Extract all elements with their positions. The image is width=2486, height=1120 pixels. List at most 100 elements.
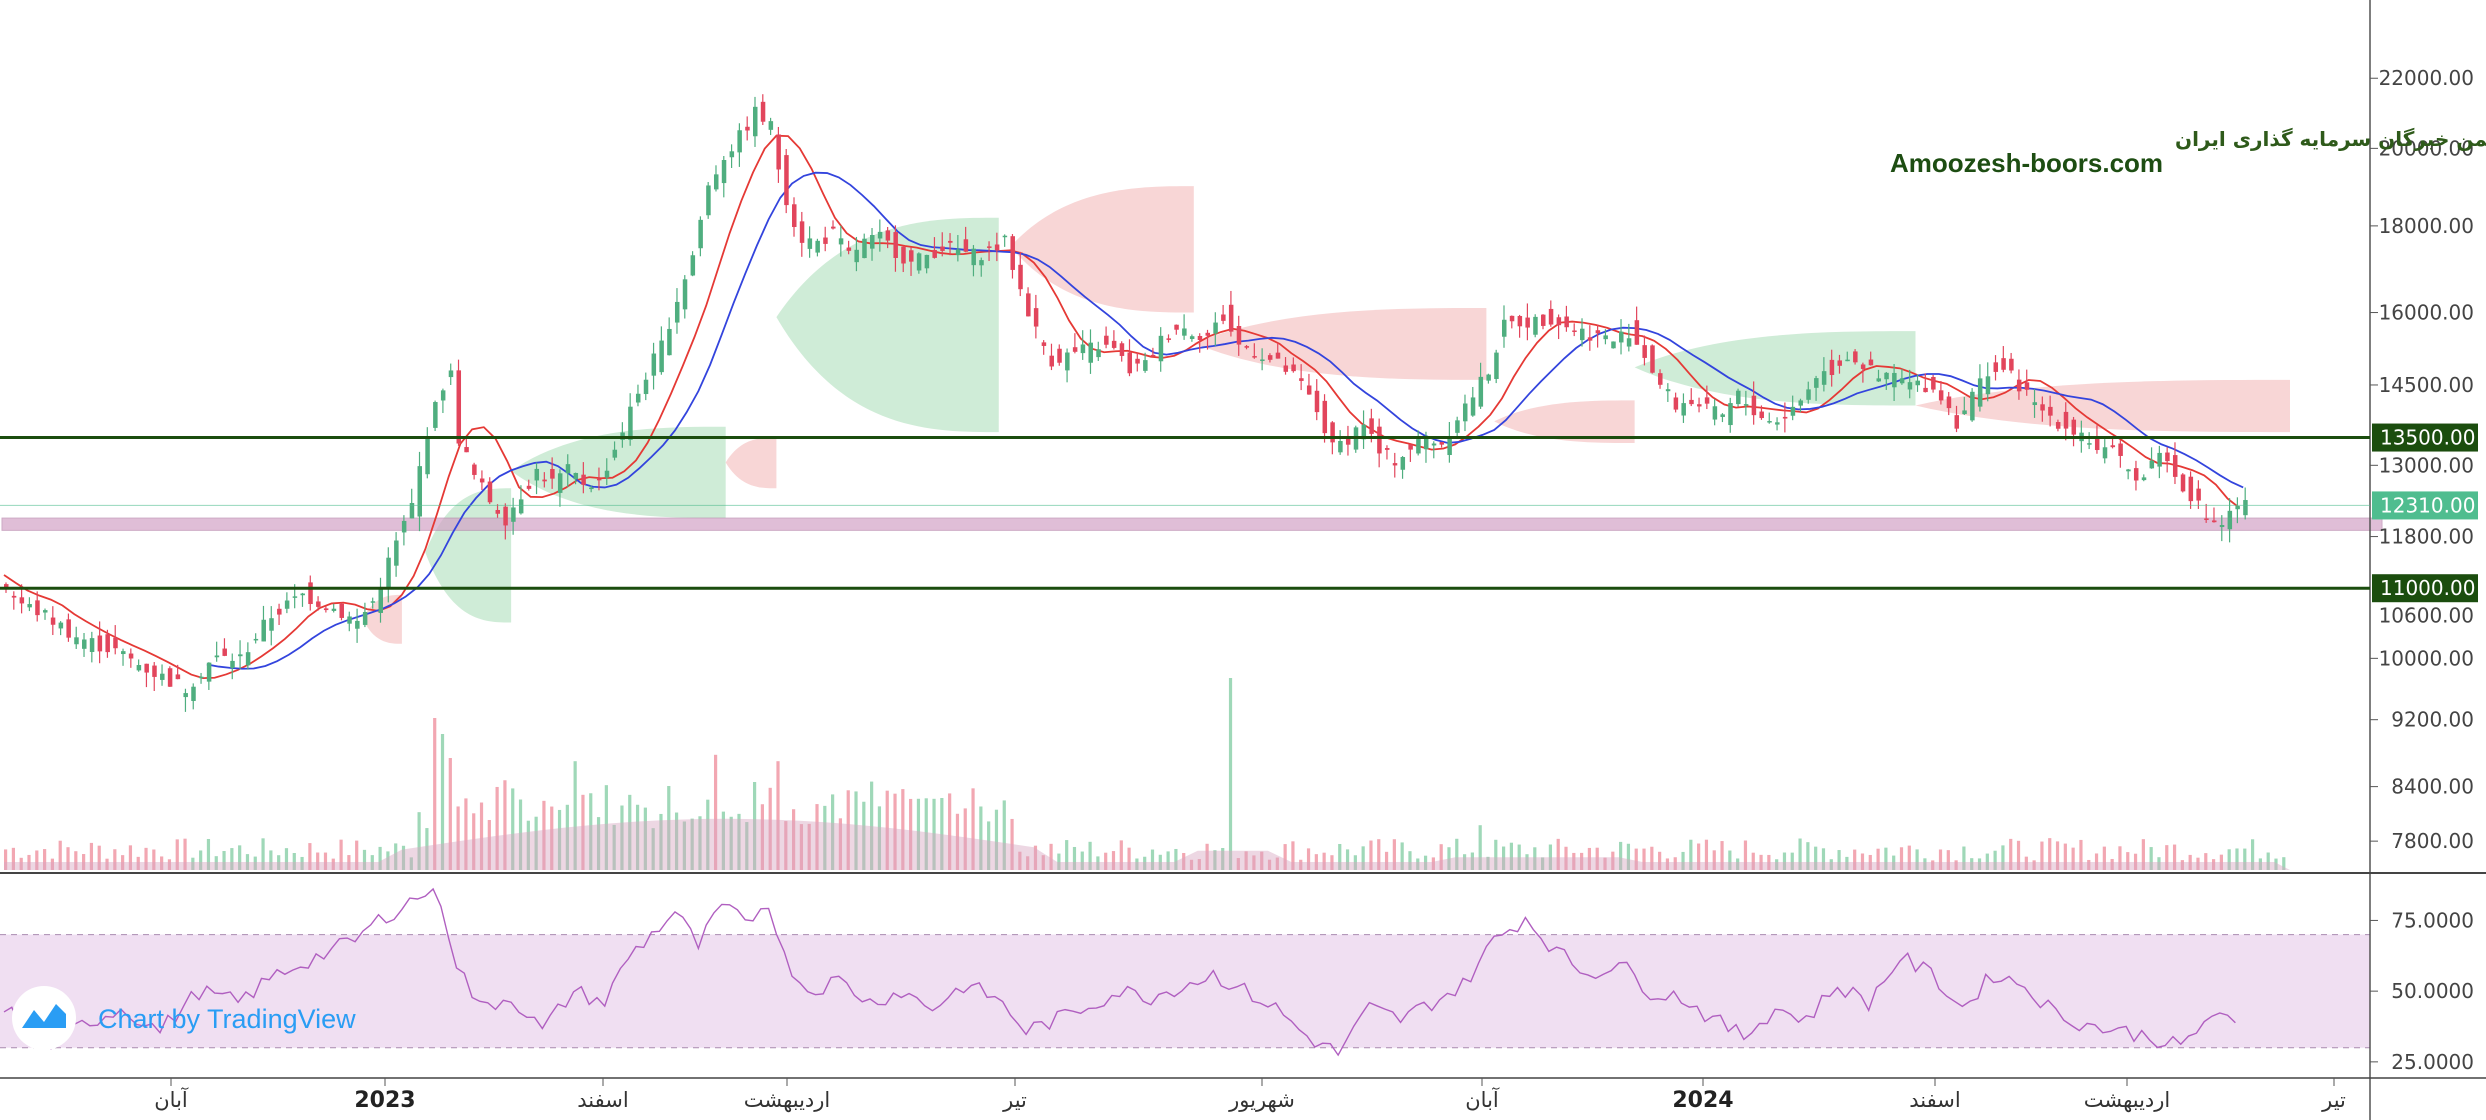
volume-bar: [2079, 839, 2083, 870]
volume-bar: [89, 842, 94, 870]
candle-body: [1361, 424, 1367, 440]
candle-body: [2243, 500, 2248, 516]
candle-body: [1369, 418, 1374, 434]
volume-bar: [948, 793, 952, 870]
candle-body: [19, 597, 25, 604]
candle-body: [534, 468, 540, 481]
candle-body: [1283, 365, 1289, 372]
volume-bar: [1447, 847, 1451, 870]
candle-body: [635, 393, 641, 403]
candle-body: [838, 238, 844, 245]
rsi-band: [0, 934, 2370, 1048]
volume-bar: [1829, 859, 1833, 870]
volume-bar: [1221, 848, 1225, 870]
candle-body: [1759, 411, 1764, 419]
tradingview-logo[interactable]: Chart by TradingView: [12, 986, 356, 1050]
volume-bar: [2180, 860, 2184, 870]
candle-body: [1494, 352, 1499, 379]
volume-bar: [565, 804, 569, 870]
volume-bar: [1673, 857, 1677, 870]
candle-body: [1954, 415, 1960, 429]
candle-body: [1501, 319, 1507, 337]
volume-bar: [339, 839, 343, 870]
candle-body: [1408, 444, 1413, 450]
level-label: 13500.00: [2380, 426, 2475, 450]
volume-bar: [1619, 841, 1623, 870]
candle-body: [628, 406, 633, 440]
volume-bar: [846, 790, 850, 870]
candle-body: [1416, 439, 1421, 454]
volume-bar: [901, 789, 905, 870]
volume-bar: [284, 848, 289, 870]
volume-bar: [35, 850, 39, 870]
volume-bar: [1580, 852, 1584, 870]
volume-bar: [1080, 851, 1084, 870]
volume-bar: [1470, 852, 1474, 870]
volume-bar: [1353, 855, 1357, 870]
candle-body: [136, 665, 142, 671]
candle-body: [362, 611, 368, 625]
watermark-persian: انجمن خبرگان سرمایه گذاری ایران: [2175, 127, 2486, 151]
candle-body: [651, 353, 657, 376]
candle-body: [277, 608, 282, 615]
volume-bar: [1587, 847, 1592, 870]
volume-bar: [1892, 855, 1896, 870]
volume-bar: [1650, 846, 1654, 870]
volume-bar: [386, 851, 390, 870]
price-tick-label: 8400.00: [2391, 775, 2474, 799]
candle-body: [1314, 390, 1320, 413]
candle-body: [682, 279, 688, 310]
tradingview-branding[interactable]: Chart by TradingView: [98, 1004, 356, 1034]
candle-body: [1236, 326, 1242, 345]
volume-bar: [1899, 847, 1904, 870]
volume-bar: [2172, 844, 2177, 870]
volume-bar: [440, 734, 445, 870]
candle-body: [1829, 359, 1835, 376]
volume-bar: [745, 822, 749, 870]
volume-bar: [667, 786, 671, 870]
volume-bar: [1759, 854, 1763, 870]
candle-body: [1431, 443, 1437, 446]
volume-bar: [1595, 847, 1599, 870]
volume-bar: [1821, 848, 1826, 870]
candle-body: [940, 246, 945, 251]
candle-body: [713, 174, 719, 190]
candle-body: [292, 596, 298, 598]
candle-body: [1010, 236, 1015, 270]
volume-bar: [206, 838, 211, 870]
candle-body: [846, 247, 852, 251]
volume-bar: [2001, 845, 2005, 870]
candle-body: [1119, 343, 1125, 356]
volume-bar: [269, 850, 273, 870]
tradingview-logo-badge[interactable]: [12, 986, 76, 1050]
candle-body: [1197, 335, 1203, 341]
volume-bar: [479, 802, 484, 870]
volume-bar: [916, 798, 921, 870]
candle-body: [183, 693, 188, 698]
candle-body: [1392, 463, 1398, 466]
candle-body: [1868, 359, 1874, 366]
volume-bar: [550, 806, 554, 870]
volume-bar: [1954, 860, 1958, 870]
candle-body: [932, 250, 937, 258]
candle-body: [464, 447, 469, 453]
candle-body: [1423, 436, 1429, 450]
volume-bar: [893, 793, 897, 870]
candle-body: [2165, 452, 2170, 462]
volume-bar: [2102, 846, 2106, 870]
volume-bar: [464, 798, 468, 870]
candle-body: [1135, 358, 1140, 364]
price-tick-label: 7800.00: [2391, 829, 2474, 853]
candle-body: [1751, 395, 1757, 416]
volume-bar: [1252, 855, 1256, 870]
time-tick-label: اردیبهشت: [744, 1088, 831, 1112]
candle-body: [167, 668, 173, 687]
candle-body: [347, 616, 352, 624]
cloud-segment: [1494, 400, 1635, 444]
volume-bar: [752, 782, 757, 870]
volume-bar: [1977, 858, 1982, 870]
candle-body: [604, 470, 610, 478]
candle-body: [230, 660, 235, 668]
